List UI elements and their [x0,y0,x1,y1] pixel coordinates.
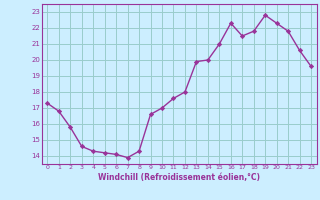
X-axis label: Windchill (Refroidissement éolien,°C): Windchill (Refroidissement éolien,°C) [98,173,260,182]
